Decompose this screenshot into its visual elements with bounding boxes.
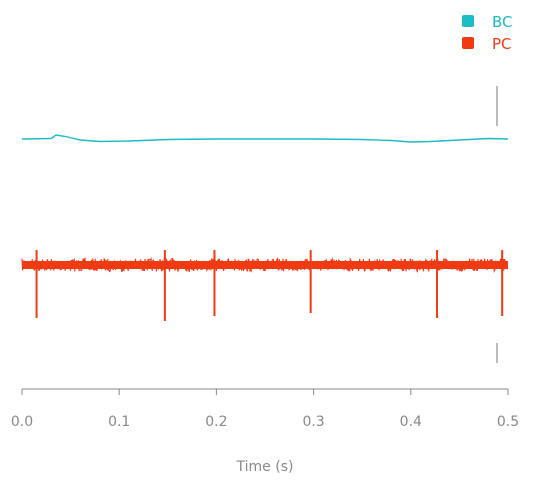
legend-label-pc: PC	[492, 35, 512, 53]
legend-swatch-bc	[462, 15, 474, 27]
pc-trace-core	[22, 261, 508, 269]
bc-trace	[21, 134, 509, 143]
x-tick-label: 0.5	[497, 414, 519, 430]
x-tick-label: 0.2	[205, 414, 227, 430]
x-tick-label: 0.1	[108, 414, 130, 430]
legend-label-bc: BC	[492, 13, 513, 31]
x-tick-label: 0.3	[302, 414, 324, 430]
pc-trace-group	[21, 250, 508, 321]
legend-swatch-pc	[462, 37, 474, 49]
x-tick-label: 0.0	[11, 414, 33, 430]
legend: BC PC	[462, 13, 513, 53]
x-tick-label: 0.4	[400, 414, 422, 430]
x-axis: 0.0 0.1 0.2 0.3 0.4 0.5	[11, 388, 519, 430]
x-axis-title: Time (s)	[236, 459, 294, 475]
bc-trace-group	[21, 134, 509, 143]
